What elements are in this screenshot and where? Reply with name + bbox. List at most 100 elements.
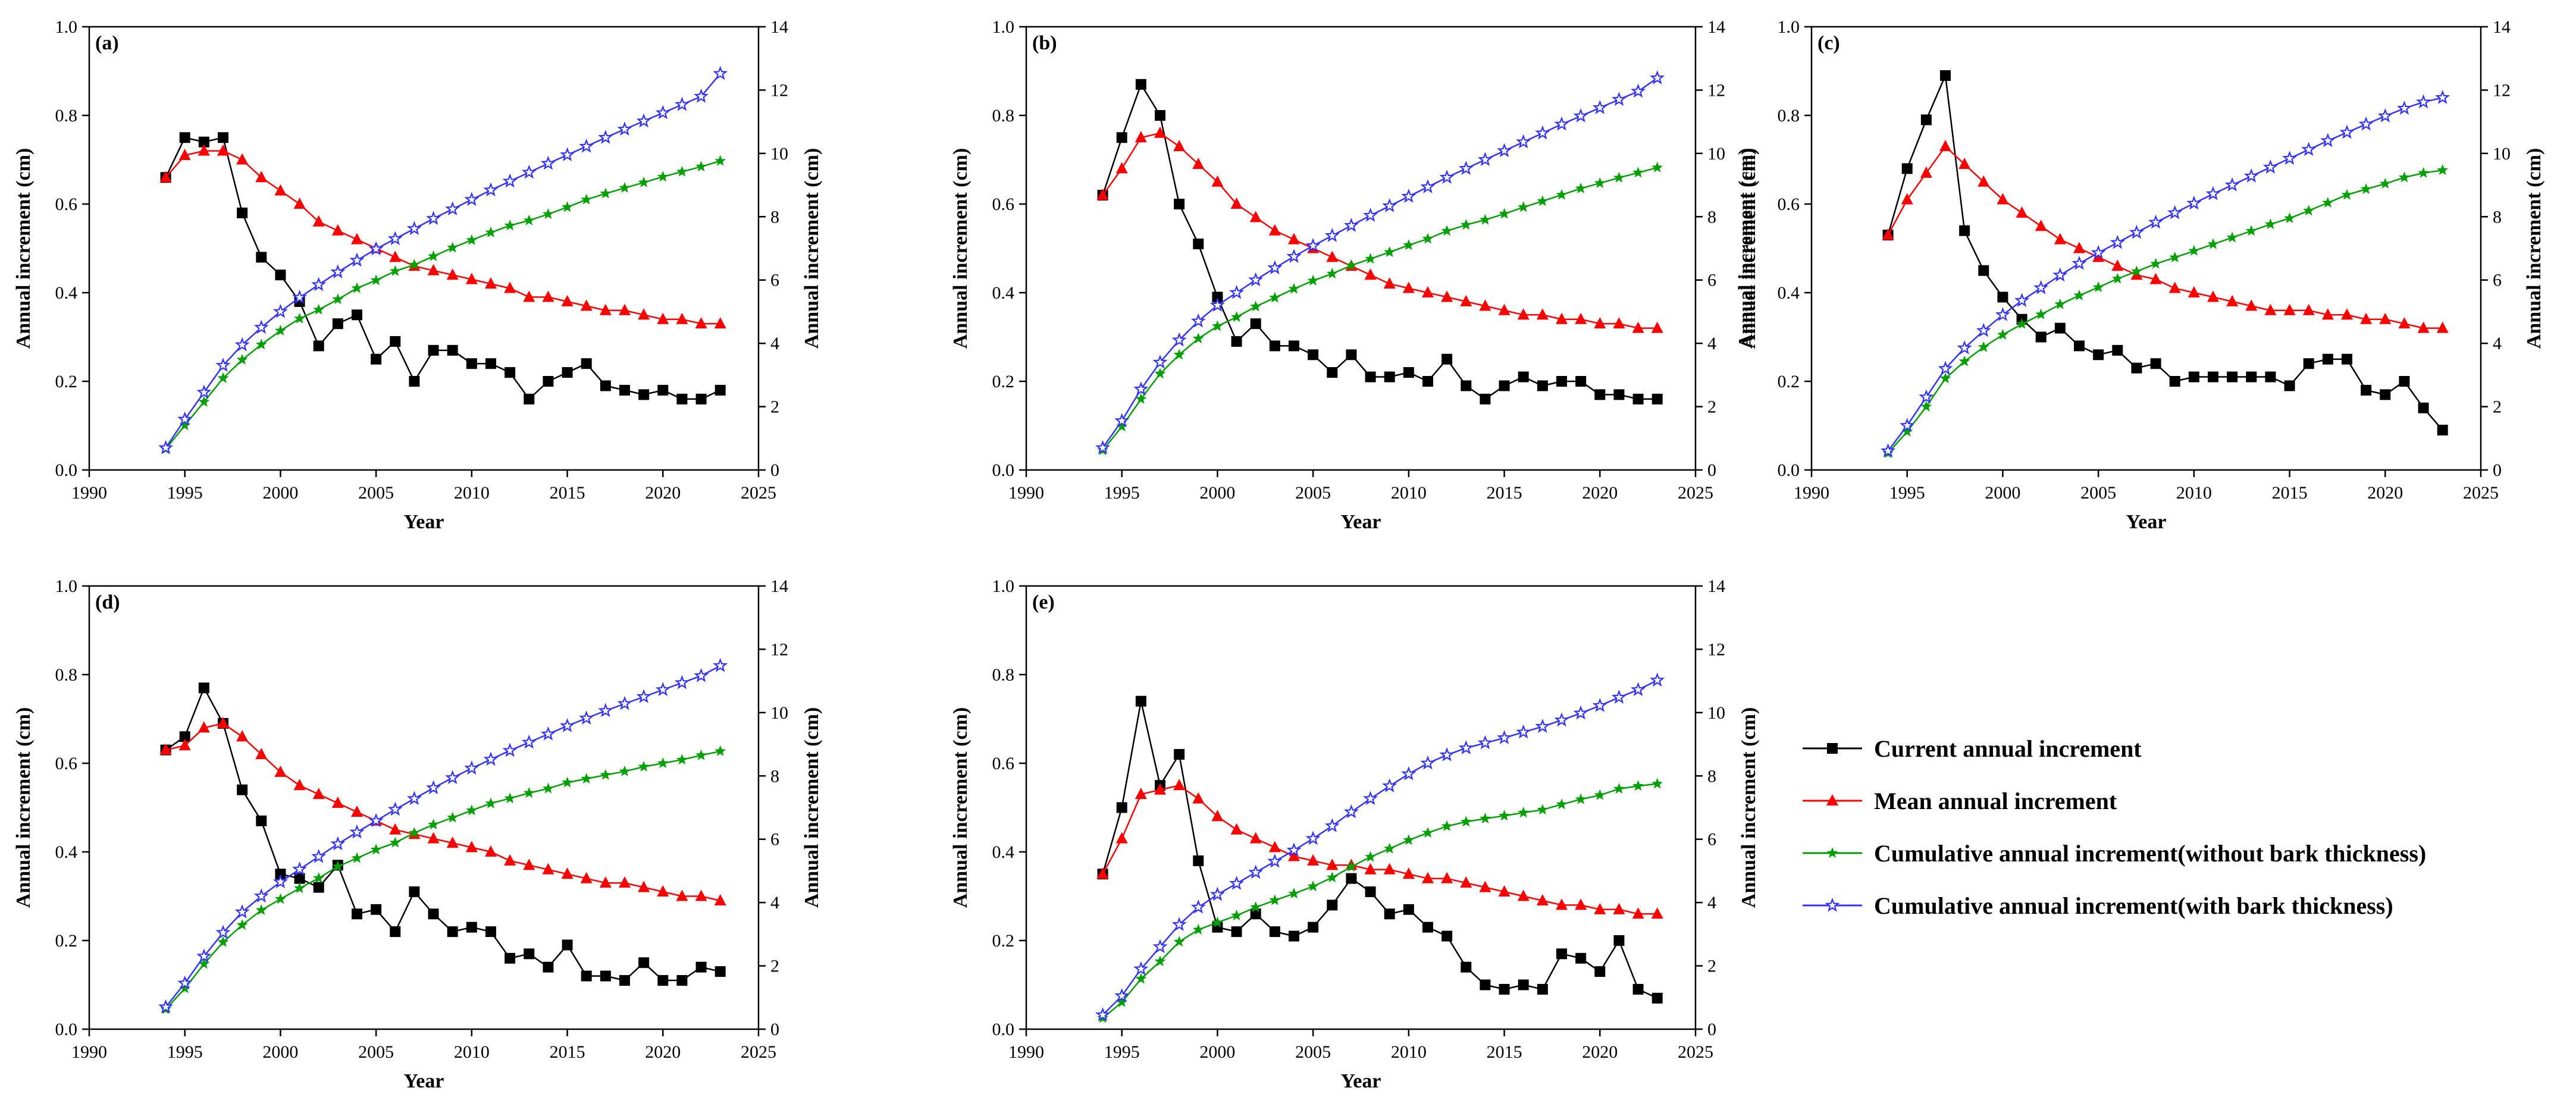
data-point-cumulative-without-bark xyxy=(2073,289,2085,300)
data-point-cumulative-with-bark xyxy=(674,96,690,111)
data-point-mean xyxy=(714,317,726,329)
data-point-mean xyxy=(1096,867,1109,879)
data-point-mean xyxy=(351,233,363,245)
data-point-mean xyxy=(485,277,497,289)
data-point-current xyxy=(1327,367,1338,378)
data-point-mean xyxy=(446,836,459,848)
data-point-current xyxy=(1613,389,1625,400)
data-point-mean xyxy=(1978,175,1990,187)
data-point-current xyxy=(600,380,611,391)
data-point-mean xyxy=(1154,126,1166,138)
x-tick-label: 2010 xyxy=(2176,483,2212,503)
data-point-cumulative-without-bark xyxy=(2054,298,2066,309)
data-point-cumulative-with-bark xyxy=(349,252,365,267)
y2-tick-label: 14 xyxy=(770,17,788,37)
x-tick-label: 1995 xyxy=(1889,483,1925,503)
data-point-mean xyxy=(638,308,650,320)
data-point-cumulative-without-bark xyxy=(198,396,210,407)
y-tick-label: 0.6 xyxy=(55,195,78,214)
data-point-current xyxy=(1518,979,1529,991)
data-point-mean xyxy=(1479,299,1491,311)
data-point-current xyxy=(581,970,592,982)
x-tick-label: 1990 xyxy=(1008,483,1044,503)
data-point-current xyxy=(638,957,650,968)
data-point-current xyxy=(1461,961,1472,973)
data-point-cumulative-with-bark xyxy=(1133,381,1149,396)
data-point-cumulative-with-bark xyxy=(158,440,174,455)
y2-axis-title: Annual increment (cm) xyxy=(1738,707,1760,908)
data-point-cumulative-with-bark xyxy=(368,241,384,256)
data-point-mean xyxy=(676,889,688,901)
data-point-cumulative-with-bark xyxy=(560,718,575,732)
data-point-mean xyxy=(1288,233,1300,245)
y2-tick-label: 6 xyxy=(770,271,779,290)
data-point-mean xyxy=(2188,286,2200,297)
data-point-cumulative-with-bark xyxy=(426,211,441,225)
data-point-cumulative-with-bark xyxy=(177,975,193,990)
data-point-cumulative-with-bark xyxy=(2091,245,2106,259)
y2-tick-label: 2 xyxy=(770,957,779,976)
data-point-mean xyxy=(2360,312,2373,324)
data-point-cumulative-without-bark xyxy=(1613,783,1625,794)
data-point-mean xyxy=(1575,312,1587,324)
data-point-current xyxy=(1308,921,1319,933)
data-point-mean xyxy=(1383,863,1396,874)
y2-tick-label: 10 xyxy=(770,703,788,723)
data-point-cumulative-without-bark xyxy=(1441,820,1453,831)
data-point-cumulative-without-bark xyxy=(2360,183,2372,195)
data-point-current xyxy=(332,318,343,330)
y2-tick-label: 10 xyxy=(2493,144,2511,164)
data-point-mean xyxy=(1594,317,1606,329)
data-point-cumulative-with-bark xyxy=(2435,90,2450,104)
data-point-cumulative-without-bark xyxy=(600,187,612,199)
data-point-cumulative-with-bark xyxy=(464,760,480,775)
data-point-current xyxy=(1384,371,1395,383)
data-point-cumulative-without-bark xyxy=(562,776,574,788)
y-tick-label: 0.8 xyxy=(55,106,78,126)
data-point-cumulative-without-bark xyxy=(600,769,612,780)
x-tick-label: 2005 xyxy=(358,1042,394,1062)
data-point-mean xyxy=(523,290,535,302)
data-point-cumulative-with-bark xyxy=(1938,361,1953,375)
data-point-cumulative-with-bark xyxy=(579,710,594,725)
plot-frame-d xyxy=(88,585,760,1030)
data-point-cumulative-without-bark xyxy=(351,282,363,293)
data-point-current xyxy=(1174,199,1185,209)
y-tick-label: 1.0 xyxy=(55,576,78,596)
data-point-mean xyxy=(1517,889,1530,901)
data-point-cumulative-without-bark xyxy=(619,765,631,776)
data-point-cumulative-with-bark xyxy=(1592,698,1607,712)
data-point-cumulative-with-bark xyxy=(1650,672,1665,687)
data-point-cumulative-without-bark xyxy=(619,181,631,193)
data-point-cumulative-without-bark xyxy=(2130,265,2142,277)
data-point-cumulative-without-bark xyxy=(1173,349,1185,360)
data-point-current xyxy=(1901,163,1913,174)
data-point-current xyxy=(2035,331,2047,343)
data-point-mean xyxy=(523,858,535,870)
panel-label-a: (a) xyxy=(95,32,119,54)
data-point-cumulative-without-bark xyxy=(676,754,688,765)
data-point-current xyxy=(1461,380,1472,391)
legend-marker-cumulative-with-bark xyxy=(1825,897,1840,912)
x-tick-label: 1995 xyxy=(167,483,203,503)
data-point-cumulative-without-bark xyxy=(1920,400,1932,412)
legend: Current annual increment Mean annual inc… xyxy=(1803,735,2426,919)
data-point-mean xyxy=(331,797,344,808)
x-tick-label: 2000 xyxy=(1199,483,1235,503)
data-point-cumulative-without-bark xyxy=(2418,167,2430,178)
data-point-mean xyxy=(1268,224,1281,236)
y2-tick-label: 6 xyxy=(1707,271,1716,290)
data-point-mean xyxy=(446,268,459,280)
data-point-current xyxy=(1594,389,1606,400)
panel-c: (c)1990 1995 2000 2005 2010 2015 2020 20250.00.… xyxy=(1735,17,2545,533)
y2-tick-label: 6 xyxy=(2493,271,2502,290)
data-point-cumulative-with-bark xyxy=(2282,151,2298,165)
data-point-current xyxy=(2399,376,2410,387)
data-point-current xyxy=(256,815,267,826)
data-point-current xyxy=(543,961,554,973)
data-point-cumulative-without-bark xyxy=(1518,807,1530,818)
data-point-cumulative-with-bark xyxy=(1611,92,1627,106)
legend-label-cumulative-with-bark: Cumulative annual increment(with bark th… xyxy=(1874,892,2393,919)
series-cumulative-with-bark-c xyxy=(1881,90,2450,457)
data-point-cumulative-without-bark xyxy=(581,773,593,784)
